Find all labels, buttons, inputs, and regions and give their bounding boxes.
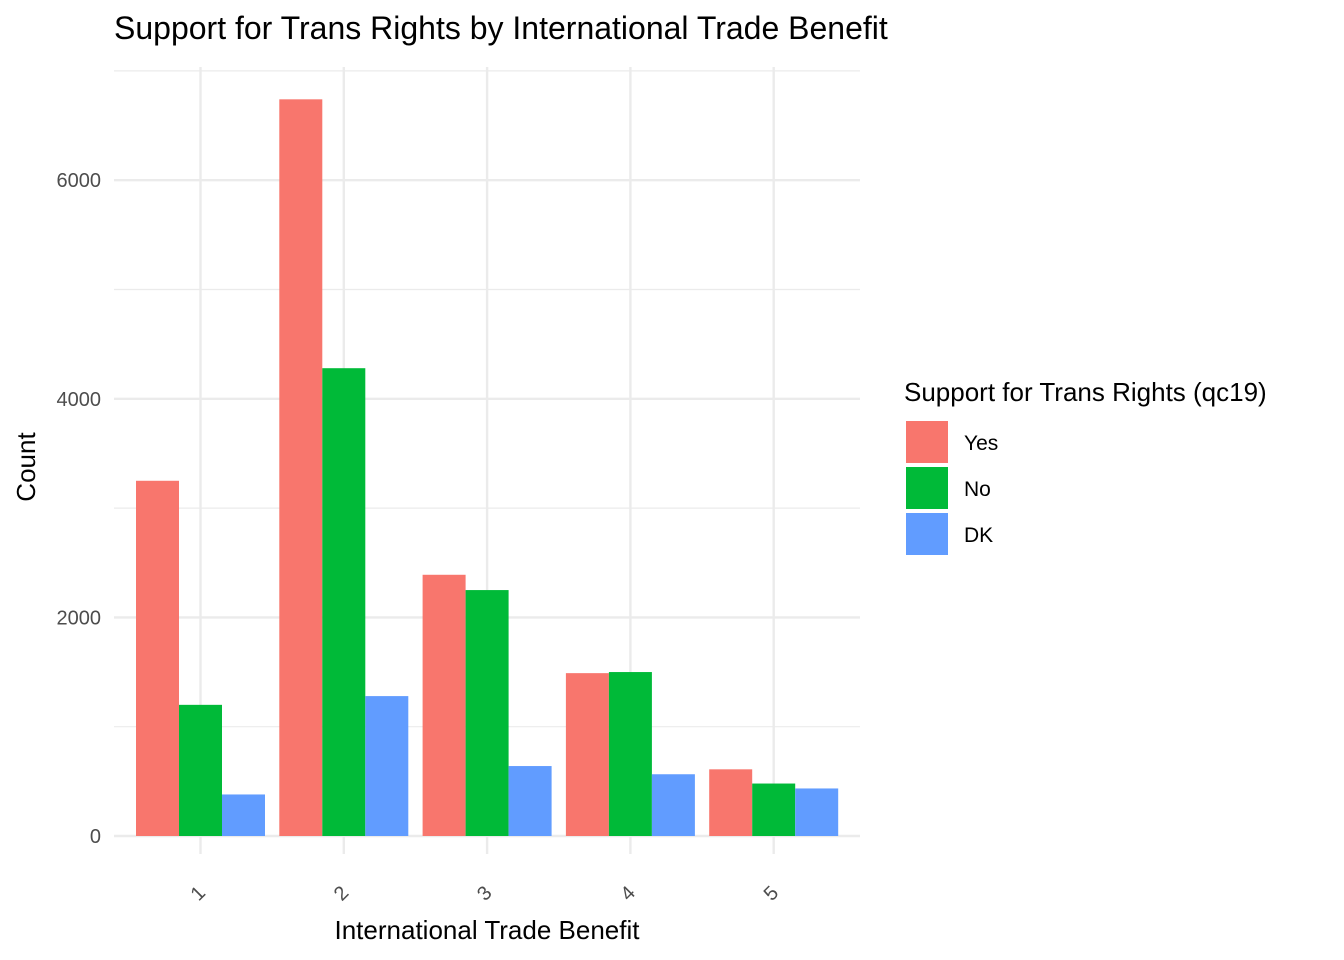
x-tick-label: 1 [187, 882, 210, 905]
bar-dk-3 [508, 766, 552, 836]
bar-no-4 [608, 672, 652, 836]
bar-yes-5 [709, 769, 753, 836]
y-axis-ticks: 0 2000 4000 6000 [57, 170, 102, 848]
legend-items: Yes No DK [906, 421, 998, 555]
bar-no-3 [465, 590, 509, 836]
y-axis-title: Count [11, 432, 41, 502]
bar-yes-4 [565, 673, 609, 836]
bar-dk-2 [365, 696, 409, 836]
bar-yes-1 [136, 480, 179, 836]
legend-label-no: No [964, 478, 991, 501]
bar-dk-4 [651, 774, 695, 836]
bar-yes-3 [422, 574, 466, 836]
x-axis-ticks: 1 2 3 4 5 [187, 882, 784, 905]
y-tick-label: 4000 [57, 389, 102, 411]
y-tick-label: 6000 [57, 170, 102, 192]
bar-dk-5 [795, 788, 839, 836]
bar-no-1 [179, 704, 222, 836]
chart-title: Support for Trans Rights by Internationa… [114, 10, 888, 46]
x-tick-label: 5 [760, 882, 783, 905]
bar-dk-1 [222, 794, 265, 836]
bar-no-2 [322, 368, 366, 836]
bar-no-5 [752, 783, 796, 836]
legend: Support for Trans Rights (qc19) Yes No DK [904, 377, 1267, 555]
legend-swatch-dk [906, 513, 948, 555]
x-tick-label: 2 [330, 882, 353, 905]
bar-yes-2 [279, 99, 323, 837]
y-tick-label: 0 [90, 826, 101, 848]
bars [136, 99, 839, 837]
y-tick-label: 2000 [57, 607, 102, 629]
legend-title: Support for Trans Rights (qc19) [904, 377, 1267, 407]
x-axis-title: International Trade Benefit [335, 915, 641, 945]
legend-label-dk: DK [964, 524, 993, 547]
legend-swatch-no [906, 467, 948, 509]
legend-label-yes: Yes [964, 432, 998, 455]
legend-swatch-yes [906, 421, 948, 463]
x-tick-label: 4 [616, 882, 639, 905]
x-tick-label: 3 [473, 882, 496, 905]
